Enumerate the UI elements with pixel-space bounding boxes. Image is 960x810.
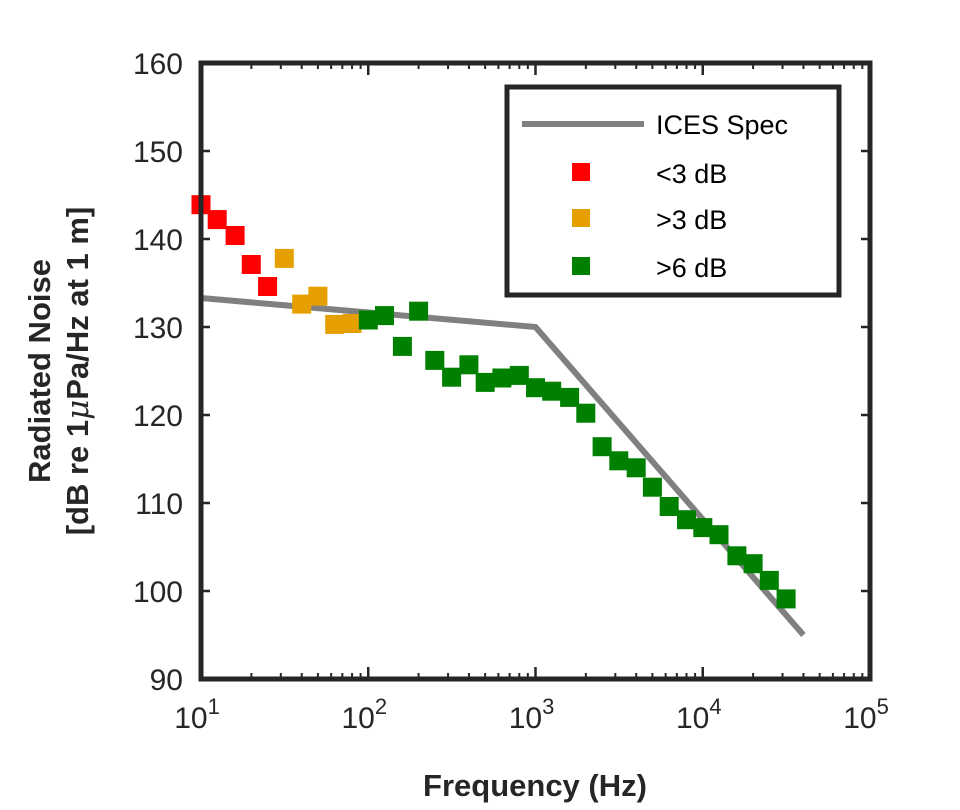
data-point-series2-7 <box>475 372 495 392</box>
x-axis-label: Frequency (Hz) <box>423 768 647 803</box>
data-point-series2-20 <box>693 518 713 538</box>
data-point-series2-15 <box>609 451 629 471</box>
x-tick-label-2: 103 <box>509 694 555 735</box>
data-point-series2-18 <box>659 497 679 516</box>
y-axis-label-line2-part3: Pa/Hz at 1 m] <box>60 207 95 400</box>
x-tick-label-4: 105 <box>843 694 889 735</box>
data-point-series2-0 <box>358 310 378 330</box>
x-tick-label-0: 101 <box>174 694 220 735</box>
y-tick-label-7: 160 <box>133 48 183 81</box>
data-point-series1-4 <box>342 314 362 333</box>
data-point-series2-23 <box>743 554 763 574</box>
data-point-series0-1 <box>207 210 227 230</box>
legend-label-lt3db: <3 dB <box>656 159 727 189</box>
legend-label-ices-spec: ICES Spec <box>656 110 788 140</box>
y-tick-label-5: 140 <box>133 224 183 257</box>
data-point-series2-25 <box>776 589 796 609</box>
legend-swatch-gt3db <box>572 209 590 227</box>
data-point-series1-1 <box>292 294 312 314</box>
data-point-series2-1 <box>375 306 394 326</box>
data-point-series2-5 <box>442 367 462 387</box>
data-point-series2-8 <box>492 368 512 388</box>
y-tick-label-2: 110 <box>135 488 183 521</box>
data-point-series2-6 <box>459 355 479 375</box>
data-point-series2-3 <box>409 301 429 321</box>
legend-swatch-gt6db <box>572 257 590 275</box>
legend-box <box>504 84 842 298</box>
data-point-series1-0 <box>274 248 294 268</box>
y-tick-label-4: 130 <box>133 312 183 345</box>
data-point-series2-10 <box>526 378 545 398</box>
data-point-series1-3 <box>325 314 345 334</box>
legend-label-gt6db: >6 dB <box>656 253 727 283</box>
data-point-series2-12 <box>560 387 580 407</box>
y-tick-label-1: 100 <box>133 576 183 609</box>
legend: ICES Spec <3 dB >3 dB >6 dB <box>504 84 842 298</box>
data-point-series2-9 <box>509 365 529 385</box>
y-axis-label-line2: [dB re 1μPa/Hz at 1 m] <box>60 207 96 536</box>
y-tick-label-0: 90 <box>150 664 183 697</box>
x-tick-label-3: 104 <box>676 694 722 735</box>
x-tick-layer: 101 102 103 104 105 <box>174 63 889 735</box>
data-point-series2-4 <box>425 350 445 370</box>
data-point-series2-21 <box>709 525 729 545</box>
data-point-series2-16 <box>626 458 646 478</box>
legend-swatch-lt3db <box>572 163 590 181</box>
y-tick-label-3: 120 <box>133 400 183 433</box>
y-axis-label-mu: μ <box>60 400 96 420</box>
data-point-series2-19 <box>677 510 696 530</box>
y-axis-label-line1: Radiated Noise <box>22 259 57 483</box>
data-point-series2-11 <box>542 381 562 401</box>
data-point-series2-2 <box>392 336 412 356</box>
y-axis-label-line2-part1: [dB re 1 <box>60 420 95 535</box>
y-tick-label-6: 150 <box>133 136 183 169</box>
data-point-series1-2 <box>308 286 328 306</box>
data-point-series2-17 <box>642 477 662 497</box>
y-axis-label: Radiated Noise <box>22 259 57 483</box>
legend-label-gt3db: >3 dB <box>656 205 727 235</box>
data-point-series2-14 <box>592 437 612 457</box>
y-axis-label-2: [dB re 1μPa/Hz at 1 m] <box>60 207 96 536</box>
data-point-series0-3 <box>241 255 261 274</box>
y-tick-layer: 90 100 110 120 130 140 150 160 <box>133 48 870 697</box>
data-point-series0-4 <box>258 277 278 296</box>
data-point-series2-22 <box>727 546 747 566</box>
x-tick-label-1: 102 <box>341 694 387 735</box>
data-point-series2-24 <box>759 570 779 590</box>
marker-layer <box>191 195 796 609</box>
data-point-series2-13 <box>576 403 596 423</box>
data-point-series0-2 <box>225 226 245 245</box>
